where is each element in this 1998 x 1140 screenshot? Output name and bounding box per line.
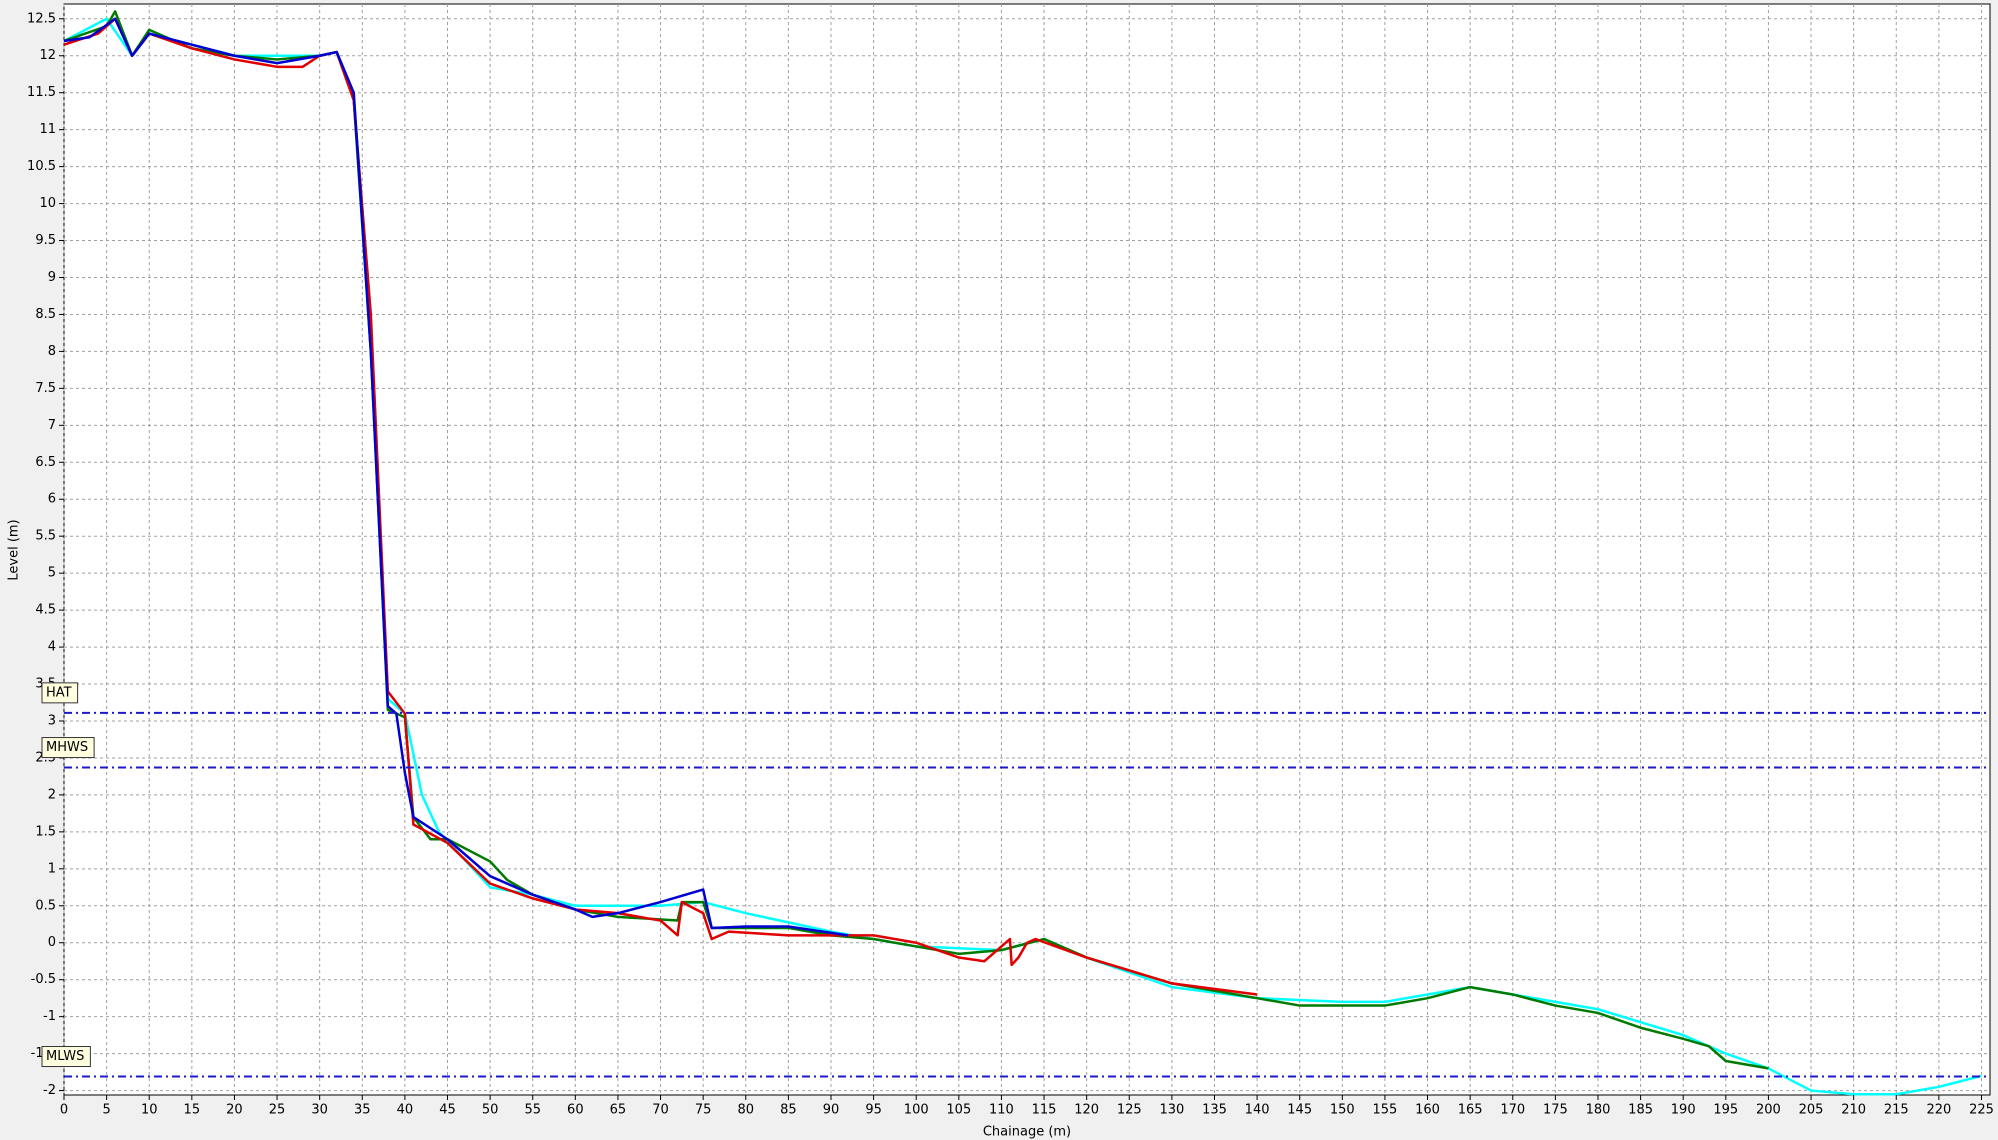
x-tick-label: 100 (904, 1103, 929, 1118)
x-tick-label: 180 (1586, 1103, 1611, 1118)
x-tick-label: 90 (823, 1103, 840, 1118)
x-tick-label: 30 (311, 1103, 328, 1118)
y-tick-label: 10 (39, 196, 56, 211)
reference-label-box (41, 737, 95, 759)
x-tick-label: 65 (610, 1103, 627, 1118)
y-tick-label: 10.5 (27, 159, 56, 174)
y-tick-label: 6 (48, 492, 56, 507)
reference-label-box (41, 1046, 91, 1068)
lines (63, 10, 1982, 1096)
y-tick-label: 1.5 (35, 824, 56, 839)
x-tick-label: 160 (1415, 1103, 1440, 1118)
grid (63, 4, 1990, 1095)
x-tick-label: 210 (1841, 1103, 1866, 1118)
x-tick-label: 130 (1159, 1103, 1184, 1118)
x-tick-label: 80 (737, 1103, 754, 1118)
x-tick-label: 55 (524, 1103, 541, 1118)
x-tick-label: 75 (695, 1103, 712, 1118)
y-tick-label: 4.5 (35, 603, 56, 618)
x-tick-label: 105 (946, 1103, 971, 1118)
x-tick-label: 170 (1500, 1103, 1525, 1118)
y-tick-label: 11 (39, 122, 56, 137)
y-tick-label: 12 (39, 48, 56, 63)
y-tick-label: 7.5 (35, 381, 56, 396)
x-tick-label: 185 (1628, 1103, 1653, 1118)
x-tick-label: 195 (1713, 1103, 1738, 1118)
x-tick-label: 205 (1799, 1103, 1824, 1118)
y-tick-label: 9.5 (35, 233, 56, 248)
y-tick-label: 3 (48, 713, 56, 728)
x-axis-label: Chainage (m) (983, 1125, 1071, 1140)
x-tick-label: 20 (226, 1103, 243, 1118)
x-tick-label: 15 (184, 1103, 201, 1118)
y-tick-label: 0.5 (35, 898, 56, 913)
x-tick-label: 35 (354, 1103, 371, 1118)
x-tick-label: 165 (1458, 1103, 1483, 1118)
x-tick-label: 125 (1117, 1103, 1142, 1118)
x-tick-label: 220 (1926, 1103, 1951, 1118)
y-tick-label: 2 (48, 787, 56, 802)
y-tick-label: 8.5 (35, 307, 56, 322)
y-tick-label: 5.5 (35, 529, 56, 544)
x-tick-label: 135 (1202, 1103, 1227, 1118)
y-tick-label: 9 (48, 270, 56, 285)
x-tick-label: 200 (1756, 1103, 1781, 1118)
y-tick-label: 12.5 (27, 11, 56, 26)
x-tick-label: 115 (1032, 1103, 1057, 1118)
x-tick-label: 155 (1373, 1103, 1398, 1118)
y-tick-label: 5 (48, 566, 56, 581)
x-tick-label: 5 (102, 1103, 110, 1118)
x-tick-label: 175 (1543, 1103, 1568, 1118)
x-tick-label: 25 (269, 1103, 286, 1118)
y-tick-label: 7 (48, 418, 56, 433)
y-tick-label: 11.5 (27, 85, 56, 100)
y-tick-label: 8 (48, 344, 56, 359)
x-tick-label: 225 (1969, 1103, 1994, 1118)
series-line (63, 17, 849, 937)
x-tick-label: 95 (865, 1103, 882, 1118)
x-tick-label: 45 (439, 1103, 456, 1118)
x-tick-label: 190 (1671, 1103, 1696, 1118)
x-tick-label: 150 (1330, 1103, 1355, 1118)
y-tick-label: 6.5 (35, 455, 56, 470)
x-tick-label: 110 (989, 1103, 1014, 1118)
y-tick-label: 1 (48, 861, 56, 876)
x-tick-label: 50 (482, 1103, 499, 1118)
x-tick-label: 85 (780, 1103, 797, 1118)
x-tick-label: 10 (141, 1103, 158, 1118)
x-tick-label: 70 (652, 1103, 669, 1118)
y-tick-label: 0 (48, 935, 56, 950)
x-tick-label: 40 (397, 1103, 414, 1118)
plot-area (63, 3, 1991, 1096)
y-axis-label: Level (m) (7, 519, 22, 580)
reference-label-box (41, 682, 79, 704)
x-tick-label: 60 (567, 1103, 584, 1118)
y-tick-label: 4 (48, 640, 56, 655)
x-tick-label: 215 (1884, 1103, 1909, 1118)
reference-label: MHWS (46, 740, 88, 755)
x-tick-label: 140 (1245, 1103, 1270, 1118)
x-tick-label: 0 (60, 1103, 68, 1118)
reference-label: HAT (46, 685, 72, 700)
x-tick-label: 145 (1287, 1103, 1312, 1118)
x-tick-label: 120 (1074, 1103, 1099, 1118)
y-tick-label: -0.5 (31, 972, 56, 987)
y-tick-label: -1 (43, 1009, 56, 1024)
y-tick-label: -2 (43, 1083, 56, 1098)
reference-label: MLWS (46, 1049, 84, 1064)
